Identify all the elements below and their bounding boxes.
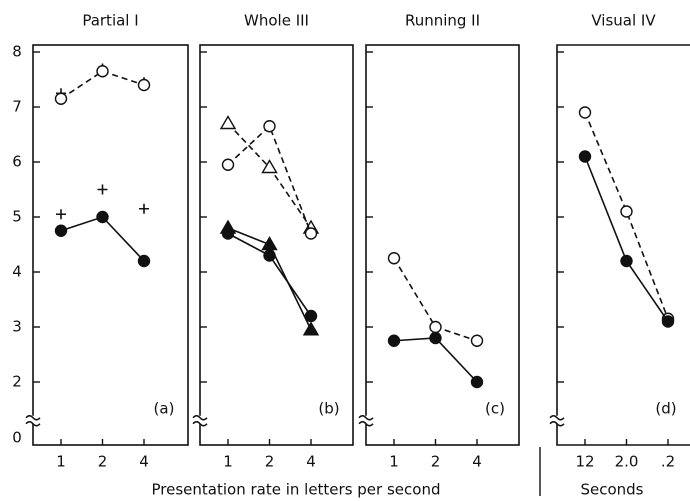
panel-label: (a) xyxy=(154,400,175,418)
marker-plus xyxy=(97,184,108,195)
axis-break-gap xyxy=(552,415,562,424)
marker-circle xyxy=(620,205,633,218)
panel-frame xyxy=(365,44,520,446)
marker-circle xyxy=(263,249,276,262)
marker-circle xyxy=(429,331,442,345)
x-tick-label: 2 xyxy=(265,453,275,471)
panel-frame xyxy=(199,44,354,446)
axis-break xyxy=(549,415,565,421)
x-axis-label: Seconds xyxy=(580,481,643,499)
series-line xyxy=(584,112,669,320)
marker-plus xyxy=(139,203,149,214)
marker-circle xyxy=(387,252,401,265)
panel-title: Partial I xyxy=(82,12,138,30)
marker-circle xyxy=(137,254,151,268)
y-tick-label: 7 xyxy=(12,98,22,116)
marker-circle xyxy=(137,78,151,92)
marker-triangle xyxy=(261,159,278,174)
series-line xyxy=(584,156,669,322)
y-tick-label: 2 xyxy=(12,373,22,391)
marker-circle xyxy=(221,227,235,240)
marker-circle xyxy=(96,210,109,224)
y-tick-label: 4 xyxy=(12,263,22,281)
y-tick-label: 3 xyxy=(12,318,22,336)
x-tick-label: 1 xyxy=(56,453,66,471)
marker-circle xyxy=(429,320,442,334)
y-tick-label: 6 xyxy=(12,153,22,171)
panel-title: Running II xyxy=(405,12,480,30)
marker-plus xyxy=(56,209,66,220)
marker-circle xyxy=(263,120,276,133)
marker-circle xyxy=(470,334,484,347)
panel-label: (c) xyxy=(485,400,505,418)
axis-break xyxy=(25,421,41,427)
x-tick-label: 12 xyxy=(575,453,594,471)
marker-circle xyxy=(221,158,235,171)
marker-circle xyxy=(304,227,318,240)
marker-circle xyxy=(54,224,68,237)
x-tick-label: 4 xyxy=(472,453,482,471)
marker-triangle xyxy=(302,321,320,336)
x-tick-label: 1 xyxy=(223,453,233,471)
axis-break-gap xyxy=(195,415,205,424)
axis-break xyxy=(358,415,374,421)
axis-break xyxy=(192,421,208,427)
marker-circle xyxy=(304,309,318,323)
marker-circle xyxy=(470,375,484,389)
panel-label: (d) xyxy=(655,400,676,418)
x-tick-label: 4 xyxy=(139,453,149,471)
x-tick-label: 2 xyxy=(431,453,441,471)
marker-circle xyxy=(620,254,633,268)
marker-circle xyxy=(387,334,401,347)
y-tick-label: 0 xyxy=(12,429,22,447)
panel-frame xyxy=(32,44,189,446)
marker-circle xyxy=(96,65,109,78)
panel-frame xyxy=(556,44,690,446)
panel-title: Whole III xyxy=(244,12,309,30)
panel-title: Visual IV xyxy=(591,12,656,30)
y-tick-label: 8 xyxy=(12,43,22,61)
marker-circle xyxy=(661,315,675,328)
x-tick-label: 2.0 xyxy=(615,453,639,471)
marker-circle xyxy=(578,106,592,119)
axis-break-gap xyxy=(28,415,38,424)
x-tick-label: .2 xyxy=(661,453,675,471)
series-line xyxy=(60,216,145,262)
x-tick-label: 4 xyxy=(306,453,316,471)
axis-break xyxy=(25,415,41,421)
series-line xyxy=(227,122,312,229)
marker-circle xyxy=(578,150,592,163)
panel-label: (b) xyxy=(318,400,339,418)
x-tick-label: 1 xyxy=(389,453,399,471)
series-line xyxy=(227,124,312,234)
axis-break-gap xyxy=(361,415,371,424)
x-axis-label: Presentation rate in letters per second xyxy=(152,481,441,499)
marker-circle xyxy=(54,92,68,105)
series-line xyxy=(393,337,478,383)
axis-break xyxy=(358,421,374,427)
axis-break xyxy=(192,415,208,421)
marker-triangle xyxy=(261,236,278,251)
y-tick-label: 5 xyxy=(12,208,22,226)
axis-break xyxy=(549,421,565,427)
marker-triangle xyxy=(219,115,237,130)
x-tick-label: 2 xyxy=(98,453,108,471)
